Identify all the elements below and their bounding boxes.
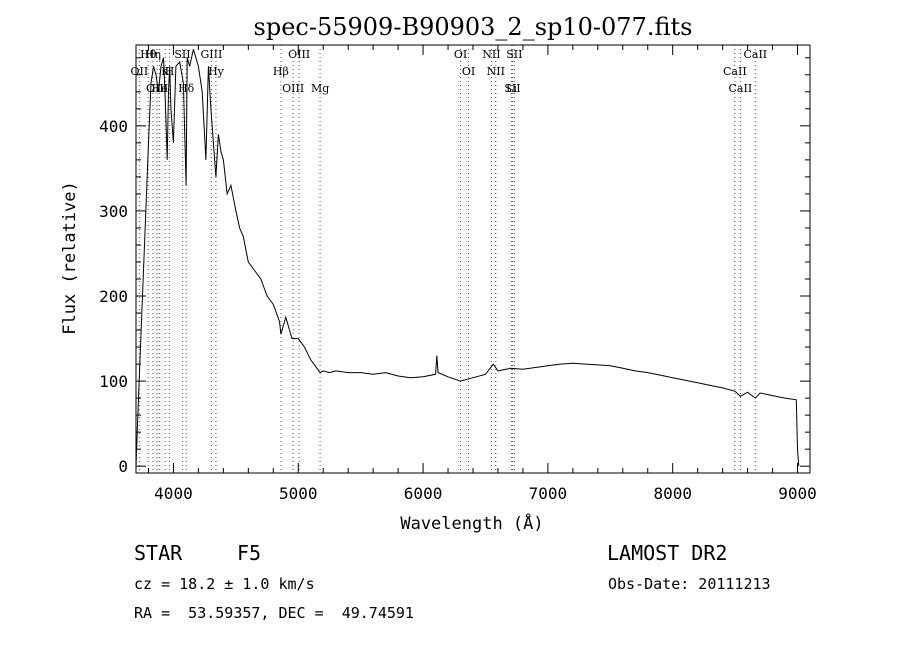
line-label: OI [454, 48, 467, 61]
spectral-line-markers: HθKHδGIIIOIIHeSIIHyOIIIHηHOIIIOIIIHβMgOI… [131, 45, 767, 473]
line-label: OIII [282, 82, 304, 95]
x-tick-label: 6000 [404, 484, 443, 503]
line-label: K [161, 65, 170, 78]
line-label: OIII [288, 48, 310, 61]
line-label: Hη [145, 48, 161, 61]
y-axis-label: Flux (relative) [60, 181, 80, 335]
plot-frame [135, 44, 811, 474]
line-label: He [152, 82, 168, 95]
line-label: Hy [208, 65, 225, 78]
line-label: GIII [200, 48, 222, 61]
y-tick-label: 400 [99, 117, 128, 136]
observation-date: Obs-Date: 20111213 [608, 575, 771, 593]
line-label: CaII [743, 48, 767, 61]
x-tick-label: 8000 [653, 484, 692, 503]
x-tick-label: 9000 [778, 484, 817, 503]
object-class: STAR [134, 541, 183, 565]
x-axis-label: Wavelength (Å) [400, 512, 543, 534]
line-label: OI [462, 65, 475, 78]
spectrum-line [135, 49, 800, 467]
coordinates: RA = 53.59357, DEC = 49.74591 [134, 604, 414, 622]
line-label: SII [504, 82, 520, 95]
plot-axes [135, 44, 811, 474]
chart-title: spec-55909-B90903_2_sp10-077.fits [254, 13, 693, 41]
object-subclass: F5 [237, 541, 262, 565]
line-label: NII [487, 65, 505, 78]
y-tick-label: 100 [99, 372, 128, 391]
line-label: SII [506, 48, 522, 61]
x-tick-label: 7000 [529, 484, 568, 503]
y-tick-label: 0 [118, 457, 128, 476]
line-label: CaII [729, 82, 753, 95]
line-label: OIII [146, 82, 168, 95]
line-label: Hβ [273, 65, 289, 78]
line-label: Hδ [178, 82, 195, 95]
y-tick-label: 300 [99, 202, 128, 221]
x-tick-label: 5000 [279, 484, 318, 503]
line-label: Mg [311, 82, 329, 95]
line-label: OII [131, 65, 149, 78]
y-tick-label: 200 [99, 287, 128, 306]
survey-name: LAMOST DR2 [607, 541, 728, 565]
axis-ticks: 4000 5000 6000 7000 8000 9000 0 100 200 300 400 [99, 45, 817, 503]
redshift-line: cz = 18.2 ± 1.0 km/s [134, 575, 315, 593]
x-tick-label: 4000 [154, 484, 193, 503]
line-label: CaII [723, 65, 747, 78]
line-label: SII [174, 48, 190, 61]
line-label: Li [506, 82, 517, 95]
